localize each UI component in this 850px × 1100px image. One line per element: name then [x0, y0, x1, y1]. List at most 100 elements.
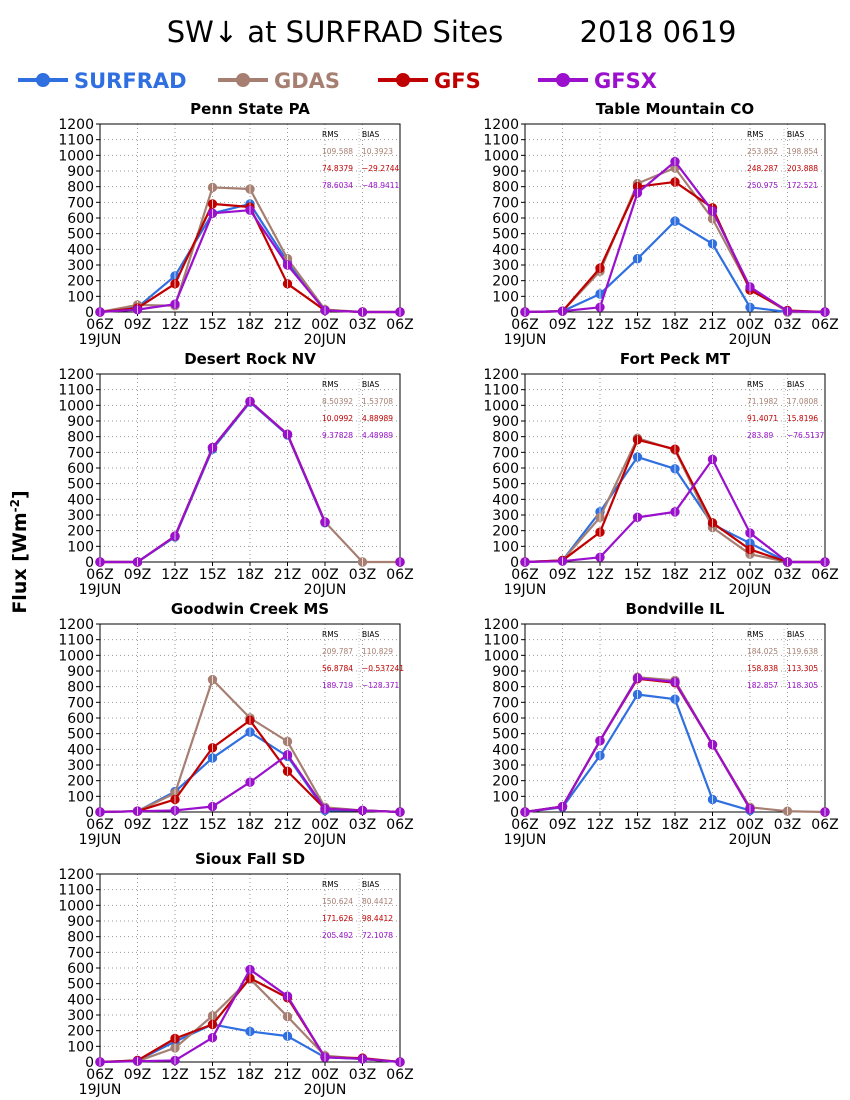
x-date-label: 19JUN [79, 582, 122, 598]
y-tick-label: 600 [492, 211, 519, 227]
y-tick-label: 1100 [58, 883, 94, 899]
legend-item-surfrad: SURFRAD [18, 69, 187, 93]
stats-header-rms: RMS [322, 380, 339, 389]
y-tick-label: 900 [67, 164, 94, 180]
legend-marker-gfsx [556, 73, 570, 87]
x-date-label: 20JUN [304, 332, 347, 348]
stats-rms-value: 78.6034 [322, 181, 353, 190]
x-date-label: 19JUN [504, 332, 547, 348]
y-tick-label: 700 [67, 695, 94, 711]
stats-bias-value: 110.829 [362, 647, 393, 656]
y-tick-label: 1000 [58, 148, 94, 164]
x-tick-label: 06Z [811, 317, 838, 333]
legend-item-gdas: GDAS [218, 69, 340, 93]
stats-header-rms: RMS [322, 880, 339, 889]
y-tick-label: 100 [492, 539, 519, 555]
y-tick-label: 800 [67, 430, 94, 446]
y-tick-label: 900 [67, 664, 94, 680]
x-tick-label: 15Z [624, 567, 651, 583]
stats-bias-value: −76.5137 [787, 431, 825, 440]
x-tick-label: 18Z [236, 317, 263, 333]
stats-rms-value: 150.624 [322, 897, 353, 906]
y-tick-label: 300 [492, 508, 519, 524]
x-tick-label: 06Z [386, 567, 413, 583]
panel-table-mountain-co: Table Mountain CO 01002003004005006007008… [483, 100, 838, 348]
panel-title: Table Mountain CO [596, 100, 754, 118]
y-tick-label: 800 [67, 180, 94, 196]
stats-table: RMS BIAS 8.50392 1.53708 10.0992 4.88989 9.378… [322, 379, 393, 440]
y-tick-label: 1100 [483, 133, 519, 149]
series-gfsx [95, 964, 405, 1067]
y-tick-label: 200 [67, 524, 94, 540]
y-tick-label: 100 [67, 289, 94, 305]
x-tick-label: 12Z [586, 567, 613, 583]
y-tick-label: 400 [492, 492, 519, 508]
y-tick-label: 1100 [58, 383, 94, 399]
x-tick-label: 15Z [199, 317, 226, 333]
x-tick-label: 00Z [736, 317, 763, 333]
stats-header-rms: RMS [322, 630, 339, 639]
stats-rms-value: 8.50392 [322, 397, 353, 406]
stats-header-bias: BIAS [362, 880, 379, 889]
y-tick-label: 500 [492, 227, 519, 243]
x-tick-label: 03Z [774, 317, 801, 333]
stats-rms-value: 283.89 [747, 431, 773, 440]
stats-rms-value: 56.8784 [322, 664, 353, 673]
y-axis-label-exponent: -2 [8, 499, 22, 512]
panels: Penn State PA010020030040050060070080090… [58, 100, 838, 1098]
y-tick-label: 200 [67, 1024, 94, 1040]
x-tick-label: 12Z [586, 817, 613, 833]
stats-bias-value: 4.88989 [362, 414, 393, 423]
series-gfsx [520, 454, 830, 567]
y-tick-label: 300 [67, 1008, 94, 1024]
x-tick-label: 15Z [624, 817, 651, 833]
y-tick-label: 700 [492, 195, 519, 211]
y-tick-label: 200 [492, 524, 519, 540]
x-tick-label: 12Z [161, 567, 188, 583]
x-tick-label: 18Z [661, 567, 688, 583]
y-tick-label: 1100 [483, 633, 519, 649]
x-tick-label: 00Z [311, 817, 338, 833]
legend-label-surfrad: SURFRAD [74, 69, 187, 93]
y-tick-label: 900 [492, 414, 519, 430]
y-tick-label: 600 [492, 461, 519, 477]
x-tick-label: 18Z [661, 817, 688, 833]
stats-rms-value: 248.287 [747, 164, 778, 173]
stats-rms-value: 158.838 [747, 664, 778, 673]
x-tick-label: 09Z [124, 1067, 151, 1083]
y-tick-label: 100 [492, 789, 519, 805]
panel-title: Desert Rock NV [184, 350, 316, 368]
y-tick-label: 1200 [483, 117, 519, 133]
y-tick-label: 400 [492, 742, 519, 758]
y-tick-label: 500 [492, 477, 519, 493]
y-tick-label: 700 [492, 695, 519, 711]
panel-title: Sioux Fall SD [195, 850, 305, 868]
series-gfsx [95, 205, 405, 317]
y-tick-label: 700 [67, 195, 94, 211]
x-tick-label: 18Z [236, 817, 263, 833]
x-tick-label: 06Z [386, 1067, 413, 1083]
legend-label-gdas: GDAS [274, 69, 340, 93]
stats-header-bias: BIAS [787, 630, 804, 639]
stats-rms-value: 91.4071 [747, 414, 778, 423]
x-tick-label: 09Z [124, 567, 151, 583]
x-tick-label: 09Z [124, 317, 151, 333]
stats-bias-value: 4.48989 [362, 431, 393, 440]
legend-label-gfs: GFS [434, 69, 481, 93]
x-tick-label: 21Z [274, 567, 301, 583]
stats-rms-value: 253.852 [747, 147, 778, 156]
stats-bias-value: 1.53708 [362, 397, 393, 406]
y-tick-label: 1000 [58, 648, 94, 664]
stats-rms-value: 209.787 [322, 647, 353, 656]
x-tick-label: 06Z [86, 1067, 113, 1083]
x-tick-label: 15Z [624, 317, 651, 333]
stats-bias-value: 203.888 [787, 164, 818, 173]
x-date-label: 20JUN [729, 332, 772, 348]
stats-bias-value: 72.1078 [362, 931, 393, 940]
panel-penn-state-pa: Penn State PA 010020030040050060070080090… [58, 100, 413, 348]
x-tick-label: 12Z [161, 817, 188, 833]
y-axis-label: Flux [Wm-2] [8, 490, 31, 613]
x-date-label: 20JUN [729, 582, 772, 598]
x-tick-label: 06Z [386, 817, 413, 833]
